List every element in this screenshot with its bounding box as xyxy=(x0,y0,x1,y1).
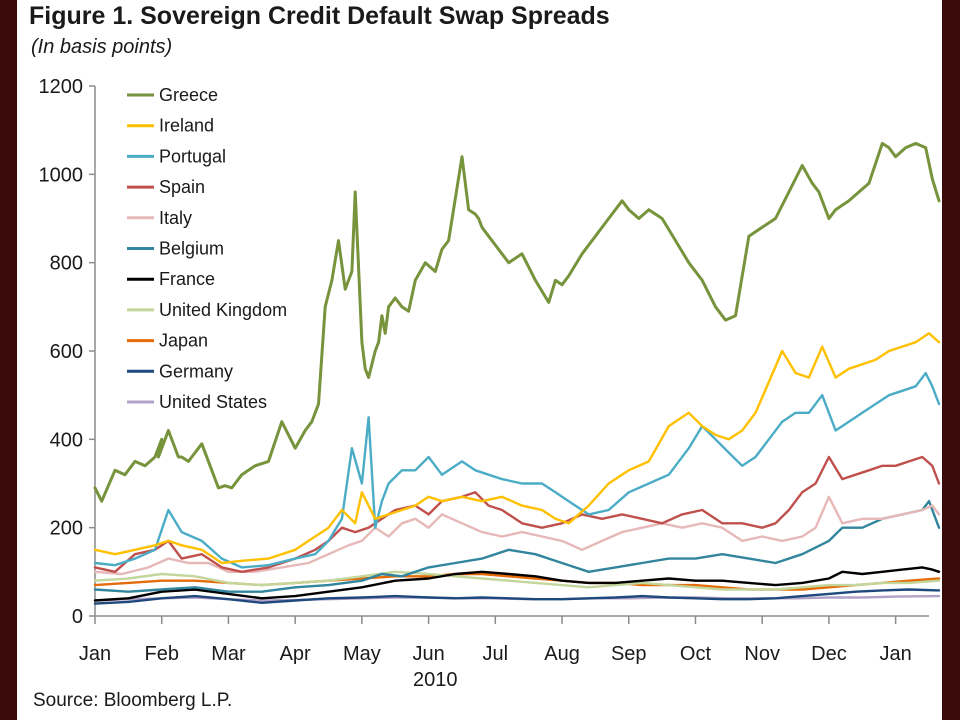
series-line-spain xyxy=(93,455,941,573)
y-tick-label: 200 xyxy=(50,518,83,540)
y-tick-label: 400 xyxy=(50,429,83,451)
x-tick-label: Aug xyxy=(544,643,580,665)
legend-label-belgium: Belgium xyxy=(159,239,224,259)
legend-label-spain: Spain xyxy=(159,177,205,197)
line-chart: 0 200 400 600 800 1000 1200 Jan Feb Mar Apr May Jun J… xyxy=(39,76,941,690)
x-tick-label: Jun xyxy=(412,643,444,665)
x-tick-label: Oct xyxy=(680,643,712,665)
legend-label-portugal: Portugal xyxy=(159,146,226,166)
legend-label-united-states: United States xyxy=(159,392,267,412)
series-lines xyxy=(93,141,941,605)
series-line-france xyxy=(93,566,941,602)
series-line-greece xyxy=(93,141,941,503)
x-tick-label: Sep xyxy=(611,643,647,665)
chart-title: Figure 1. Sovereign Credit Default Swap … xyxy=(29,2,610,30)
legend-label-italy: Italy xyxy=(159,208,192,228)
series-line-belgium xyxy=(93,500,941,593)
x-tick-label: Dec xyxy=(811,643,847,665)
x-tick-label: Nov xyxy=(744,643,780,665)
series-line-germany xyxy=(93,588,941,605)
y-tick-label: 0 xyxy=(72,606,83,628)
legend-label-greece: Greece xyxy=(159,85,218,105)
legend-label-ireland: Ireland xyxy=(159,116,214,136)
legend-label-japan: Japan xyxy=(159,331,208,351)
y-tick-label: 800 xyxy=(50,253,83,275)
series-line-united-kingdom xyxy=(93,570,941,591)
x-tick-label: Jan xyxy=(880,643,912,665)
series-line-ireland xyxy=(93,332,941,565)
series-line-italy xyxy=(93,495,941,576)
legend-label-germany: Germany xyxy=(159,361,233,381)
x-tick-label: Apr xyxy=(280,643,311,665)
y-tick-label: 600 xyxy=(50,341,83,363)
legend-label-france: France xyxy=(159,269,215,289)
figure-frame: Figure 1. Sovereign Credit Default Swap … xyxy=(17,0,942,720)
chart-subtitle: (In basis points) xyxy=(31,36,173,58)
chart-axes: 0 200 400 600 800 1000 1200 Jan Feb Mar Apr May Jun J… xyxy=(39,76,929,690)
x-tick-label: Jan xyxy=(79,643,111,665)
x-year-label: 2010 xyxy=(413,669,458,690)
y-tick-label: 1200 xyxy=(39,76,84,98)
x-tick-label: May xyxy=(343,643,381,665)
legend-label-united-kingdom: United Kingdom xyxy=(159,300,287,320)
y-tick-label: 1000 xyxy=(39,164,84,186)
chart-legend: Greece Ireland Portugal Spain Italy Belgium Fr… xyxy=(127,85,287,412)
series-line-portugal xyxy=(93,371,941,569)
x-tick-label: Jul xyxy=(483,643,509,665)
x-tick-label: Mar xyxy=(211,643,246,665)
source-note: Source: Bloomberg L.P. xyxy=(33,690,233,711)
x-tick-label: Feb xyxy=(144,643,178,665)
